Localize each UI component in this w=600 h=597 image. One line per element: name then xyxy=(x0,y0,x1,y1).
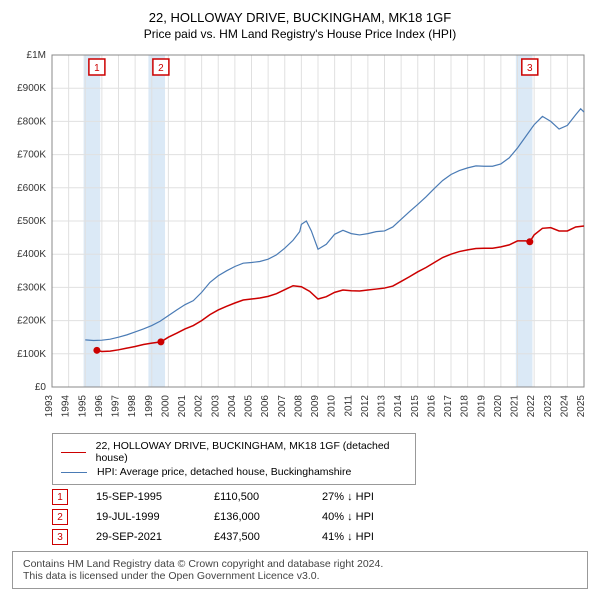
svg-text:2019: 2019 xyxy=(476,395,487,418)
svg-text:2001: 2001 xyxy=(177,395,188,418)
svg-text:1999: 1999 xyxy=(144,395,155,418)
footer-line: This data is licensed under the Open Gov… xyxy=(23,570,577,582)
svg-text:2007: 2007 xyxy=(277,395,288,418)
legend: 22, HOLLOWAY DRIVE, BUCKINGHAM, MK18 1GF… xyxy=(52,433,416,485)
chart-title: 22, HOLLOWAY DRIVE, BUCKINGHAM, MK18 1GF xyxy=(8,10,592,25)
svg-text:£200K: £200K xyxy=(17,316,46,327)
svg-text:2016: 2016 xyxy=(426,395,437,418)
svg-text:£300K: £300K xyxy=(17,282,46,293)
svg-text:1994: 1994 xyxy=(61,395,72,418)
svg-text:£600K: £600K xyxy=(17,183,46,194)
footer-attribution: Contains HM Land Registry data © Crown c… xyxy=(12,551,588,589)
svg-text:2021: 2021 xyxy=(510,395,521,418)
svg-text:1997: 1997 xyxy=(111,395,122,418)
svg-text:£800K: £800K xyxy=(17,116,46,127)
tx-price: £110,500 xyxy=(214,491,294,503)
svg-text:1996: 1996 xyxy=(94,395,105,418)
svg-text:1998: 1998 xyxy=(127,395,138,418)
line-chart: £0 £100K £200K £300K £400K £500K £600K £700K £80… xyxy=(8,47,592,427)
svg-text:2005: 2005 xyxy=(244,395,255,418)
table-row: 2 19-JUL-1999 £136,000 40% ↓ HPI xyxy=(52,509,592,525)
svg-text:2008: 2008 xyxy=(293,395,304,418)
svg-text:£900K: £900K xyxy=(17,83,46,94)
tx-diff: 40% ↓ HPI xyxy=(322,511,412,523)
svg-text:£500K: £500K xyxy=(17,216,46,227)
svg-text:2020: 2020 xyxy=(493,395,504,418)
tx-date: 29-SEP-2021 xyxy=(96,531,186,543)
chart-area: £0 £100K £200K £300K £400K £500K £600K £700K £80… xyxy=(8,47,592,427)
svg-text:2012: 2012 xyxy=(360,395,371,418)
table-row: 1 15-SEP-1995 £110,500 27% ↓ HPI xyxy=(52,489,592,505)
svg-text:2022: 2022 xyxy=(526,395,537,418)
svg-text:2018: 2018 xyxy=(460,395,471,418)
svg-text:2004: 2004 xyxy=(227,395,238,418)
svg-text:2010: 2010 xyxy=(327,395,338,418)
svg-text:£0: £0 xyxy=(35,382,47,393)
svg-text:2023: 2023 xyxy=(543,395,554,418)
legend-swatch xyxy=(61,472,87,473)
svg-text:2011: 2011 xyxy=(343,395,354,417)
svg-text:2009: 2009 xyxy=(310,395,321,418)
svg-text:2000: 2000 xyxy=(160,395,171,418)
legend-label: 22, HOLLOWAY DRIVE, BUCKINGHAM, MK18 1GF… xyxy=(96,440,407,464)
marker-icon: 3 xyxy=(52,529,68,545)
tx-date: 15-SEP-1995 xyxy=(96,491,186,503)
svg-text:£100K: £100K xyxy=(17,349,46,360)
legend-swatch xyxy=(61,452,86,453)
svg-text:2024: 2024 xyxy=(559,395,570,418)
svg-text:1993: 1993 xyxy=(44,395,55,418)
marker-icon: 2 xyxy=(52,509,68,525)
svg-text:2003: 2003 xyxy=(210,395,221,418)
tx-price: £136,000 xyxy=(214,511,294,523)
transactions-table: 1 15-SEP-1995 £110,500 27% ↓ HPI 2 19-JU… xyxy=(52,489,592,545)
svg-text:2013: 2013 xyxy=(377,395,388,418)
svg-text:£400K: £400K xyxy=(17,249,46,260)
chart-subtitle: Price paid vs. HM Land Registry's House … xyxy=(8,27,592,41)
svg-text:2006: 2006 xyxy=(260,395,271,418)
tx-diff: 27% ↓ HPI xyxy=(322,491,412,503)
tx-price: £437,500 xyxy=(214,531,294,543)
svg-text:2: 2 xyxy=(158,63,164,74)
legend-label: HPI: Average price, detached house, Buck… xyxy=(97,466,351,478)
tx-date: 19-JUL-1999 xyxy=(96,511,186,523)
svg-text:2002: 2002 xyxy=(194,395,205,418)
svg-text:£700K: £700K xyxy=(17,150,46,161)
marker-icon: 1 xyxy=(52,489,68,505)
svg-text:1995: 1995 xyxy=(77,395,88,418)
table-row: 3 29-SEP-2021 £437,500 41% ↓ HPI xyxy=(52,529,592,545)
svg-text:2015: 2015 xyxy=(410,395,421,418)
legend-row: 22, HOLLOWAY DRIVE, BUCKINGHAM, MK18 1GF… xyxy=(61,440,407,464)
svg-text:£1M: £1M xyxy=(27,50,46,61)
tx-diff: 41% ↓ HPI xyxy=(322,531,412,543)
legend-row: HPI: Average price, detached house, Buck… xyxy=(61,466,407,478)
footer-line: Contains HM Land Registry data © Crown c… xyxy=(23,558,577,570)
svg-text:3: 3 xyxy=(527,63,533,74)
svg-text:2014: 2014 xyxy=(393,395,404,418)
svg-text:2025: 2025 xyxy=(576,395,587,418)
svg-text:1: 1 xyxy=(94,63,100,74)
svg-text:2017: 2017 xyxy=(443,395,454,418)
